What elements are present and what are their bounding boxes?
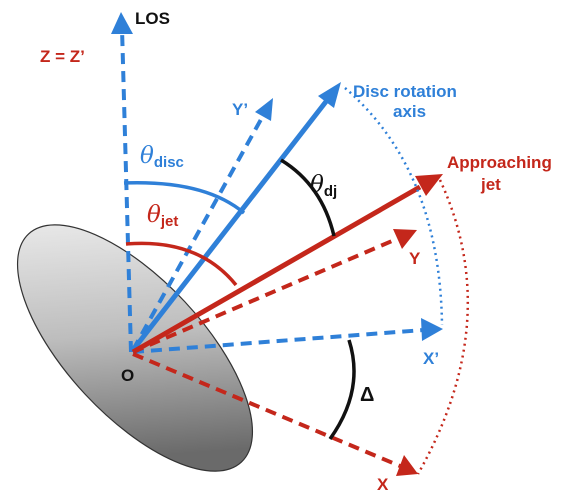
jet-label-line2: jet xyxy=(480,175,501,194)
theta-disc-label: θdisc xyxy=(140,143,184,171)
delta-label: Δ xyxy=(360,384,374,406)
theta-dj-symbol: θ xyxy=(310,172,324,198)
x-prime-label: X’ xyxy=(423,349,439,368)
theta-disc-subscript: disc xyxy=(154,154,184,171)
x-prime-axis xyxy=(132,318,443,354)
los-axis xyxy=(111,12,133,353)
theta-disc-symbol: θ xyxy=(140,143,154,169)
blue-dotted-arc xyxy=(344,87,444,326)
theta-dj-subscript: dj xyxy=(324,183,337,200)
x-axis xyxy=(132,352,418,476)
x-label: X xyxy=(377,475,389,494)
y-prime-axis xyxy=(131,98,273,351)
los-label: LOS xyxy=(135,9,170,28)
y-axis xyxy=(132,229,417,354)
approaching-jet xyxy=(131,174,443,355)
theta-jet-subscript: jet xyxy=(160,213,179,230)
theta-dj-label: θdj xyxy=(310,172,337,200)
disc-rotation-axis xyxy=(131,82,341,352)
disc-axis-label-line1: Disc rotation xyxy=(353,82,457,101)
z-axis-label: Z = Z’ xyxy=(40,47,85,66)
y-prime-label: Y’ xyxy=(232,100,248,119)
jet-label-line1: Approaching xyxy=(447,153,552,172)
theta-dj-arc xyxy=(280,158,336,237)
y-label: Y xyxy=(409,249,421,268)
theta-jet-arc xyxy=(125,241,238,287)
disc-axis-label-line2: axis xyxy=(393,102,426,121)
theta-jet-label: θjet xyxy=(147,202,178,230)
theta-jet-symbol: θ xyxy=(147,202,161,228)
theta-disc-arc xyxy=(123,181,246,215)
delta-arc xyxy=(328,339,356,441)
origin-label: O xyxy=(121,366,134,385)
